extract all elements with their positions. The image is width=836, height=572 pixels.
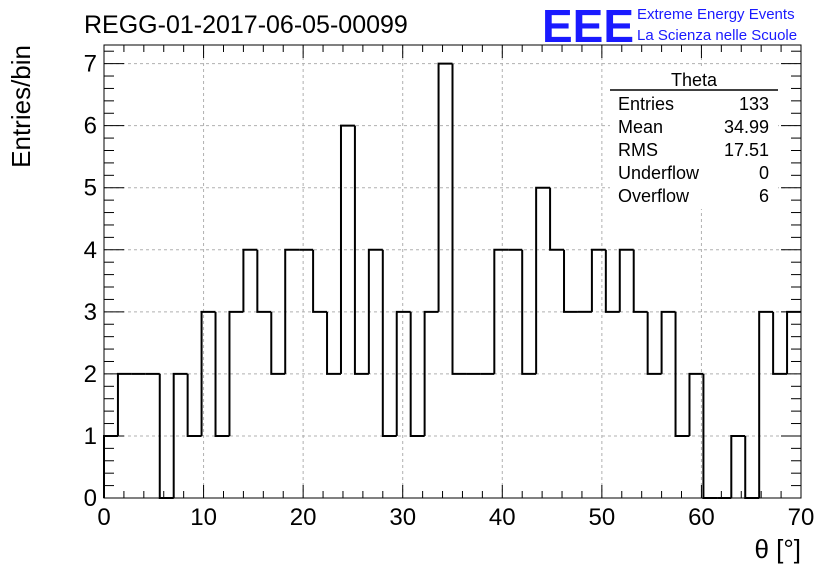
histogram-bin	[758, 310, 774, 498]
y-tick-label: 7	[84, 51, 97, 78]
histogram-bin	[200, 310, 216, 436]
histogram-bin	[214, 311, 230, 437]
histogram-bin	[451, 63, 467, 375]
stats-row-value: 17.51	[724, 140, 769, 160]
histogram-bin	[186, 373, 202, 437]
stats-rows: Entries 133 Mean 34.99 RMS 17.51 Underflow 0 Ove…	[618, 94, 769, 206]
y-tick-label: 0	[84, 485, 97, 512]
stats-row: Underflow 0	[618, 163, 769, 183]
y-tick-label: 3	[84, 299, 97, 326]
y-tick-label: 6	[84, 113, 97, 140]
x-tick-label: 10	[190, 504, 217, 531]
stats-row-label: RMS	[618, 140, 658, 160]
histogram-bin	[270, 311, 286, 375]
x-tick-label: 30	[389, 504, 416, 531]
histogram-bin	[660, 310, 676, 374]
histogram-bin	[242, 248, 258, 312]
histogram-bin	[563, 249, 578, 313]
stats-row: Overflow 6	[618, 186, 769, 206]
chart-title: REGG-01-2017-06-05-00099	[84, 11, 408, 39]
histogram-bin	[493, 248, 509, 374]
stats-row-label: Mean	[618, 117, 663, 137]
histogram-bin	[256, 249, 272, 313]
x-tick-labels: 0 10 20 30 40 50 60 70	[97, 504, 814, 531]
histogram-bin	[646, 311, 662, 375]
histogram-bin	[312, 249, 328, 313]
eee-logo-text: EEE	[542, 0, 634, 52]
histogram-bin	[604, 249, 620, 313]
histogram-bin	[437, 62, 453, 312]
histogram-bin	[339, 124, 355, 374]
y-axis-title: Entries/bin	[6, 45, 36, 168]
x-axis-title: θ [°]	[754, 534, 801, 564]
y-tick-label: 2	[84, 361, 97, 388]
stats-box-title: Theta	[671, 70, 718, 90]
x-tick-label: 50	[589, 504, 616, 531]
histogram-bin	[353, 125, 369, 375]
y-tick-label: 5	[84, 175, 97, 202]
branding-line-1: Extreme Energy Events	[637, 6, 795, 23]
stats-row-label: Entries	[618, 94, 674, 114]
x-tick-label: 70	[788, 504, 815, 531]
x-tick-label: 60	[688, 504, 715, 531]
histogram-bin	[367, 248, 383, 374]
stats-row: Mean 34.99	[618, 117, 769, 137]
histogram-bin	[381, 249, 397, 437]
histogram-bin	[395, 310, 411, 436]
histogram-bin	[549, 187, 565, 251]
branding-line-2: La Scienza nelle Scuole	[637, 27, 797, 44]
stats-row-value: 6	[759, 186, 769, 206]
stats-row: RMS 17.51	[618, 140, 769, 160]
y-tick-labels: 0 1 2 3 4 5 6 7	[84, 51, 97, 512]
histogram-bin	[730, 434, 746, 498]
y-tick-label: 4	[84, 237, 97, 264]
histogram-bin	[228, 310, 244, 436]
stats-row-value: 0	[759, 163, 769, 183]
histogram-bin	[674, 311, 690, 437]
histogram-bin	[535, 186, 551, 374]
histogram-bin	[172, 372, 188, 498]
histogram-bin	[326, 311, 341, 375]
histogram-bin	[590, 248, 606, 312]
histogram-bin	[632, 249, 648, 313]
histogram-bin	[423, 310, 439, 436]
stats-row-value: 34.99	[724, 117, 769, 137]
x-tick-label: 0	[97, 504, 110, 531]
histogram-bin	[688, 372, 704, 436]
stats-row-label: Underflow	[618, 163, 700, 183]
axis-ticks	[103, 45, 802, 499]
x-tick-label: 20	[290, 504, 317, 531]
plot-frame	[103, 44, 802, 499]
stats-row-value: 133	[739, 94, 769, 114]
stats-row-label: Overflow	[618, 186, 690, 206]
stats-box: Theta Entries 133 Mean 34.99 RMS 17.51 Underfl…	[610, 66, 778, 209]
histogram-bin	[284, 248, 300, 374]
histogram-bin	[618, 248, 634, 312]
x-tick-label: 40	[489, 504, 516, 531]
y-tick-label: 1	[84, 423, 97, 450]
histogram-bin	[521, 249, 537, 375]
stats-row: Entries 133	[618, 94, 769, 114]
eee-logo: EEE	[542, 0, 634, 52]
histogram-bin	[409, 311, 425, 437]
